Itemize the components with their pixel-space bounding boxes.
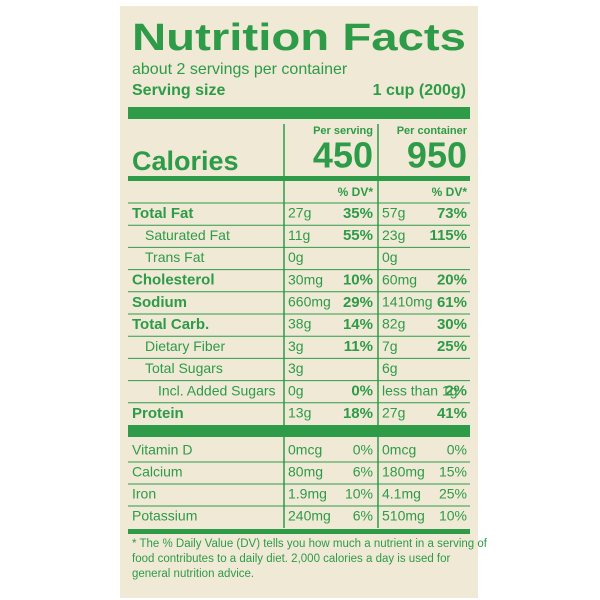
amount: 60mg [382,271,417,287]
daily-value: 115% [429,227,467,244]
daily-value: 73% [437,205,467,222]
nutrient-name: Total Carb. [132,316,209,333]
daily-value: 11% [344,338,373,355]
thick-rule [128,107,470,119]
amount: 180mg [382,464,425,480]
calories-value: 950 [407,135,467,176]
daily-value: 0% [351,383,373,400]
footnote: food contributes to a daily diet. 2,000 … [132,553,451,565]
daily-value: 30% [437,316,467,333]
amount: 4.1mg [382,486,421,502]
daily-value: 25% [439,486,467,502]
amount: 0mcg [288,442,322,458]
amount: 240mg [288,508,331,524]
nutrient-name: Saturated Fat [145,227,230,243]
amount: 660mg [288,294,331,310]
nutrient-name: Iron [132,486,156,502]
amount: 82g [382,316,405,332]
dv-header: % DV* [432,185,468,199]
thick-rule [128,425,470,437]
column-header: Per container [397,125,468,137]
amount: 510mg [382,508,425,524]
daily-value: 14% [343,316,373,333]
daily-value: 20% [437,272,467,289]
nutrient-name: Potassium [132,508,197,524]
footnote: general nutrition advice. [132,568,254,580]
serving-size: 1 cup (200g) [373,82,466,99]
daily-value: 10% [343,272,373,289]
nutrient-name: Sodium [132,294,187,311]
daily-value: 61% [437,294,467,311]
dv-header: % DV* [338,185,374,199]
medium-rule [128,176,470,181]
nutrient-name: Calcium [132,464,183,480]
nutrient-name: Incl. Added Sugars [158,382,276,398]
title: Nutrition Facts [132,17,466,59]
amount: 1410mg [382,294,433,310]
amount: 0g [288,249,304,265]
daily-value: 35% [343,205,373,222]
daily-value: 41% [437,405,467,422]
nutrient-name: Protein [132,405,184,422]
amount: 0mcg [382,442,416,458]
servings: about 2 servings per container [132,61,348,78]
nutrient-name: Dietary Fiber [145,338,225,354]
nutrient-name: Total Fat [132,205,193,222]
daily-value: 10% [345,486,373,502]
daily-value: 18% [343,405,373,422]
amount: 57g [382,205,405,221]
nutrient-name: Vitamin D [132,442,192,458]
amount: 1.9mg [288,486,327,502]
nutrient-name: Trans Fat [145,249,204,265]
amount: 3g [288,338,304,354]
medium-rule [128,529,470,534]
daily-value: 10% [439,508,467,524]
amount: 27g [382,405,405,421]
footnote: * The % Daily Value (DV) tells you how m… [132,538,488,550]
amount: 27g [288,205,311,221]
serving-size-label: Serving size [132,82,225,99]
amount: less than 1g [382,382,458,398]
calories-label: Calories [132,146,239,176]
amount: 80mg [288,464,323,480]
daily-value: 29% [343,294,373,311]
daily-value: 55% [343,227,373,244]
nutrient-name: Cholesterol [132,272,215,289]
nutrient-name: Total Sugars [145,360,223,376]
daily-value: 25% [437,338,467,355]
daily-value: 2% [445,383,467,400]
amount: 0g [382,249,398,265]
amount: 7g [382,338,398,354]
daily-value: 6% [353,464,373,480]
daily-value: 6% [353,508,373,524]
daily-value: 15% [439,464,467,480]
amount: 30mg [288,271,323,287]
calories-value: 450 [313,135,373,176]
amount: 23g [382,227,405,243]
daily-value: 0% [447,442,467,458]
column-header: Per serving [313,125,373,137]
amount: 38g [288,316,311,332]
amount: 3g [288,360,304,376]
amount: 11g [288,227,310,243]
amount: 13g [288,405,311,421]
amount: 0g [288,382,304,398]
label-background [120,6,478,598]
amount: 6g [382,360,398,376]
daily-value: 0% [353,442,373,458]
